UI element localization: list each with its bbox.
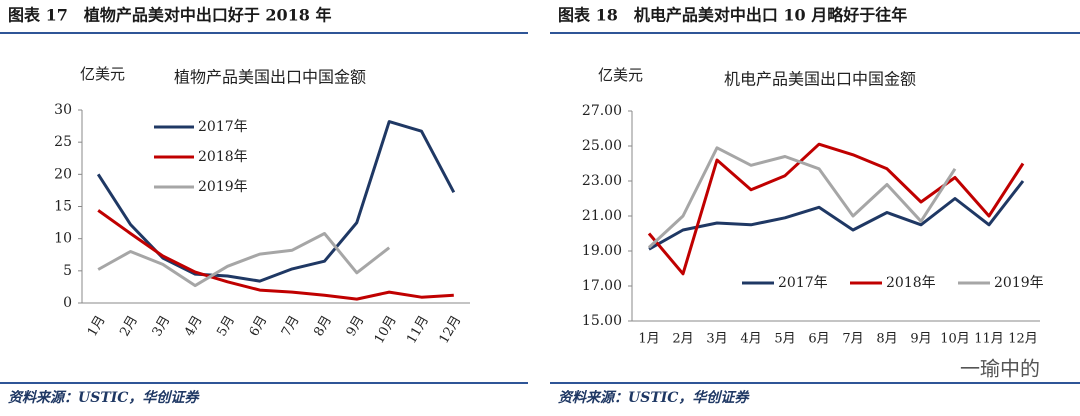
legend-label: 2018年 [886,275,936,291]
y-tick-label: 23.00 [582,173,622,189]
y-tick-label: 25 [54,134,72,150]
x-tick-label: 2月 [117,313,141,339]
figure-caption: 图表 18 机电产品美对中出口 10 月略好于往年 [558,6,907,25]
x-tick-label: 7月 [279,313,303,339]
x-tick-label: 3月 [706,332,727,347]
x-tick-label: 8月 [876,332,897,347]
y-tick-label: 30 [54,102,72,118]
x-tick-label: 3月 [150,313,174,339]
x-tick-label: 5月 [774,332,795,347]
x-tick-label: 10月 [940,332,970,347]
x-tick-label: 6月 [808,332,829,347]
x-tick-label: 11月 [974,332,1004,347]
x-tick-label: 8月 [311,313,335,339]
x-tick-label: 10月 [372,313,400,346]
y-tick-label: 21.00 [582,208,622,224]
source: 资料来源：USTIC，华创证券 [8,389,200,406]
legend-label: 2019年 [198,179,248,195]
series-line [648,180,1025,251]
x-tick-label: 2月 [672,332,693,347]
y-tick-label: 10 [54,231,72,247]
y-tick-label: 15.00 [582,313,622,329]
legend-label: 2018年 [198,149,248,165]
x-tick-label: 4月 [740,332,761,347]
x-tick-label: 7月 [842,332,863,347]
source: 资料来源：USTIC，华创证券 [558,389,750,406]
x-tick-label: 12月 [437,313,465,346]
y-tick-label: 17.00 [582,278,622,294]
y-tick-label: 20 [54,166,72,182]
series-line [647,146,957,249]
x-tick-label: 5月 [214,313,238,339]
y-axis-label: 亿美元 [80,65,125,83]
chart-title: 植物产品美国出口中国金额 [174,68,366,87]
y-tick-label: 27.00 [582,103,622,119]
watermark: 一瑜中的 [960,357,1040,381]
x-tick-label: 1月 [638,332,659,347]
x-tick-label: 6月 [247,313,271,339]
legend-label: 2017年 [198,119,248,135]
legend-label: 2017年 [778,275,828,291]
figure-caption: 图表 17 植物产品美对中出口好于 2018 年 [8,6,332,25]
x-tick-label: 9月 [910,332,931,347]
y-tick-label: 19.00 [582,243,622,259]
x-tick-label: 1月 [85,313,109,339]
x-tick-label: 9月 [344,313,368,339]
series-line [97,232,391,288]
y-tick-label: 15 [54,199,72,215]
chart-title: 机电产品美国出口中国金额 [724,70,916,89]
y-axis-label: 亿美元 [598,66,643,84]
x-tick-label: 4月 [182,313,206,339]
y-tick-label: 25.00 [582,138,622,154]
series-line [97,209,454,301]
x-tick-label: 11月 [404,313,432,346]
x-tick-label: 12月 [1008,332,1038,347]
series-line [647,142,1025,276]
y-tick-label: 0 [63,295,72,311]
y-tick-label: 5 [63,263,72,279]
legend-label: 2019年 [994,275,1044,291]
series-line [96,120,456,283]
